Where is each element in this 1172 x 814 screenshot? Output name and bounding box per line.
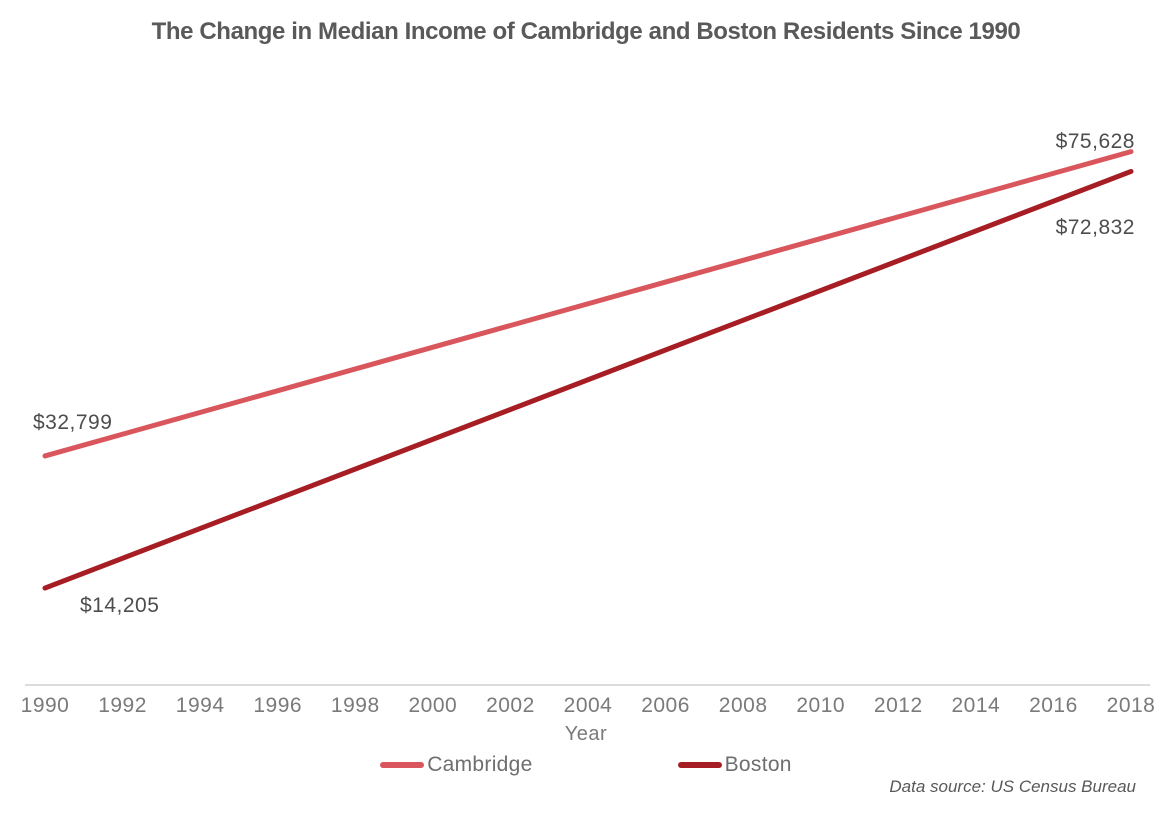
svg-text:1994: 1994: [176, 694, 225, 717]
legend-item-boston: Boston: [677, 753, 792, 777]
svg-text:1998: 1998: [331, 694, 380, 717]
svg-text:2006: 2006: [641, 694, 690, 717]
value-label-boston-start: $14,205: [80, 594, 159, 617]
legend-item-cambridge: Cambridge: [380, 753, 532, 777]
value-label-cambridge-start: $32,799: [33, 411, 112, 434]
svg-text:1990: 1990: [21, 694, 70, 717]
svg-text:2008: 2008: [719, 694, 768, 717]
value-label-boston-end: $72,832: [1056, 216, 1135, 239]
svg-text:1992: 1992: [98, 694, 147, 717]
svg-text:2014: 2014: [951, 694, 1000, 717]
svg-text:2018: 2018: [1107, 694, 1156, 717]
legend-swatch-boston-icon: [677, 762, 722, 768]
x-axis-title: Year: [564, 723, 608, 745]
svg-text:2016: 2016: [1029, 694, 1078, 717]
svg-text:2002: 2002: [486, 694, 535, 717]
legend-label-boston: Boston: [724, 753, 792, 776]
chart-legend: Cambridge Boston: [0, 753, 1172, 777]
svg-text:2010: 2010: [796, 694, 845, 717]
data-source-note: Data source: US Census Bureau: [889, 777, 1136, 796]
svg-text:1996: 1996: [253, 694, 302, 717]
svg-text:2004: 2004: [564, 694, 613, 717]
value-label-cambridge-end: $75,628: [1056, 130, 1135, 153]
legend-swatch-cambridge-icon: [380, 762, 425, 768]
svg-text:2000: 2000: [408, 694, 457, 717]
svg-text:2012: 2012: [874, 694, 923, 717]
chart-title: The Change in Median Income of Cambridge…: [151, 18, 1021, 45]
legend-label-cambridge: Cambridge: [427, 753, 533, 776]
